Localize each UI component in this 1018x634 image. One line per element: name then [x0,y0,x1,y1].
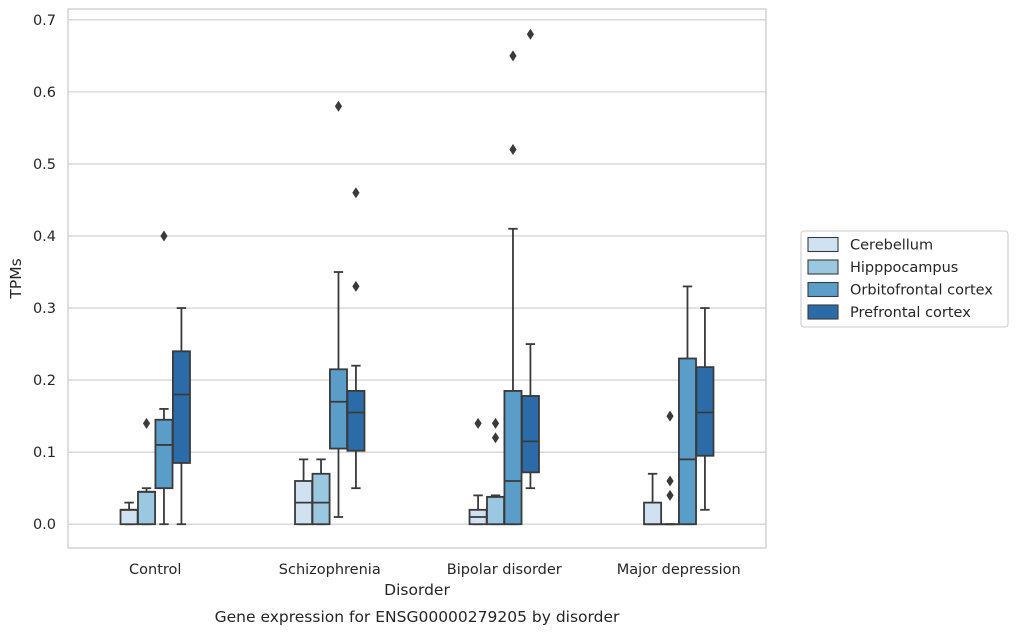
legend: Cerebellum Hipppocampus Orbitofrontal cort… [800,230,1009,328]
box-body [311,472,331,526]
box-body [486,495,505,526]
x-axis-label: Disorder [384,581,450,599]
outlier-point [509,50,517,62]
legend-swatch [807,304,839,320]
outlier-point [509,144,517,156]
y-tick-label: 0.7 [33,13,56,29]
box-prefrontal-cortex [520,28,540,490]
box-cerebellum [119,501,139,526]
y-tick-label: 0.2 [33,373,56,389]
legend-swatch [807,236,839,253]
box-hipppocampus [137,417,156,526]
legend-label: Cerebellum [850,238,933,254]
y-tick-label: 0.4 [33,229,56,245]
outlier-point [491,432,500,444]
box-orbitofrontal-cortex [329,100,348,518]
box-body [678,357,697,526]
y-tick-label: 0.5 [33,157,56,173]
box-prefrontal-cortex [695,307,715,511]
outlier-point [491,417,500,429]
box-orbitofrontal-cortex [503,50,523,526]
x-tick-labels: Control Schizophrenia Bipolar disorder Majo… [129,562,741,578]
box-body [154,418,174,490]
outlier-point [666,410,674,422]
box-prefrontal-cortex [171,307,191,526]
box-body [695,366,715,457]
box-body [137,490,156,526]
box-body [329,368,348,450]
box-hipppocampus [660,410,680,526]
outlier-point [142,417,151,429]
box-body [119,508,139,526]
legend-label: Prefrontal cortex [850,305,971,321]
outlier-point [666,489,674,501]
y-tick-label: 0.6 [33,85,56,101]
y-tick-label: 0.0 [33,517,56,533]
outlier-point [352,187,360,199]
legend-frame [800,230,1009,328]
box-hipppocampus [311,458,331,526]
box-orbitofrontal-cortex [154,230,174,526]
box-body [643,501,663,526]
box-layer [119,28,715,526]
legend-swatch [807,259,839,275]
box-cerebellum [294,458,314,526]
outlier-point [526,28,535,40]
y-tick-labels: 0.0 0.1 0.2 0.3 0.4 0.5 0.6 0.7 [33,13,56,533]
legend-label: Orbitofrontal cortex [850,283,993,299]
chart-caption: Gene expression for ENSG00000279205 by d… [215,608,620,626]
legend-label: Hipppocampus [850,260,958,276]
box-orbitofrontal-cortex [678,285,697,526]
x-tick-label: Major depression [617,562,741,578]
outlier-point [352,280,360,292]
y-axis-label: TPMs [7,258,25,299]
y-tick-label: 0.3 [33,301,56,317]
box-body [520,395,540,474]
outlier-point [666,475,674,487]
x-tick-label: Bipolar disorder [447,562,562,578]
box-body [171,350,191,464]
box-prefrontal-cortex [346,187,366,490]
x-tick-label: Control [129,562,181,578]
y-tick-label: 0.1 [33,445,56,461]
legend-swatch [807,281,839,298]
box-body [503,390,523,526]
outlier-point [334,100,343,112]
outlier-point [160,230,168,242]
box-hipppocampus [486,417,505,526]
x-tick-label: Schizophrenia [279,562,381,578]
box-cerebellum [468,417,488,526]
plot-frame [67,8,767,549]
box-cerebellum [643,472,663,526]
box-body [346,390,366,452]
outlier-point [474,417,482,429]
